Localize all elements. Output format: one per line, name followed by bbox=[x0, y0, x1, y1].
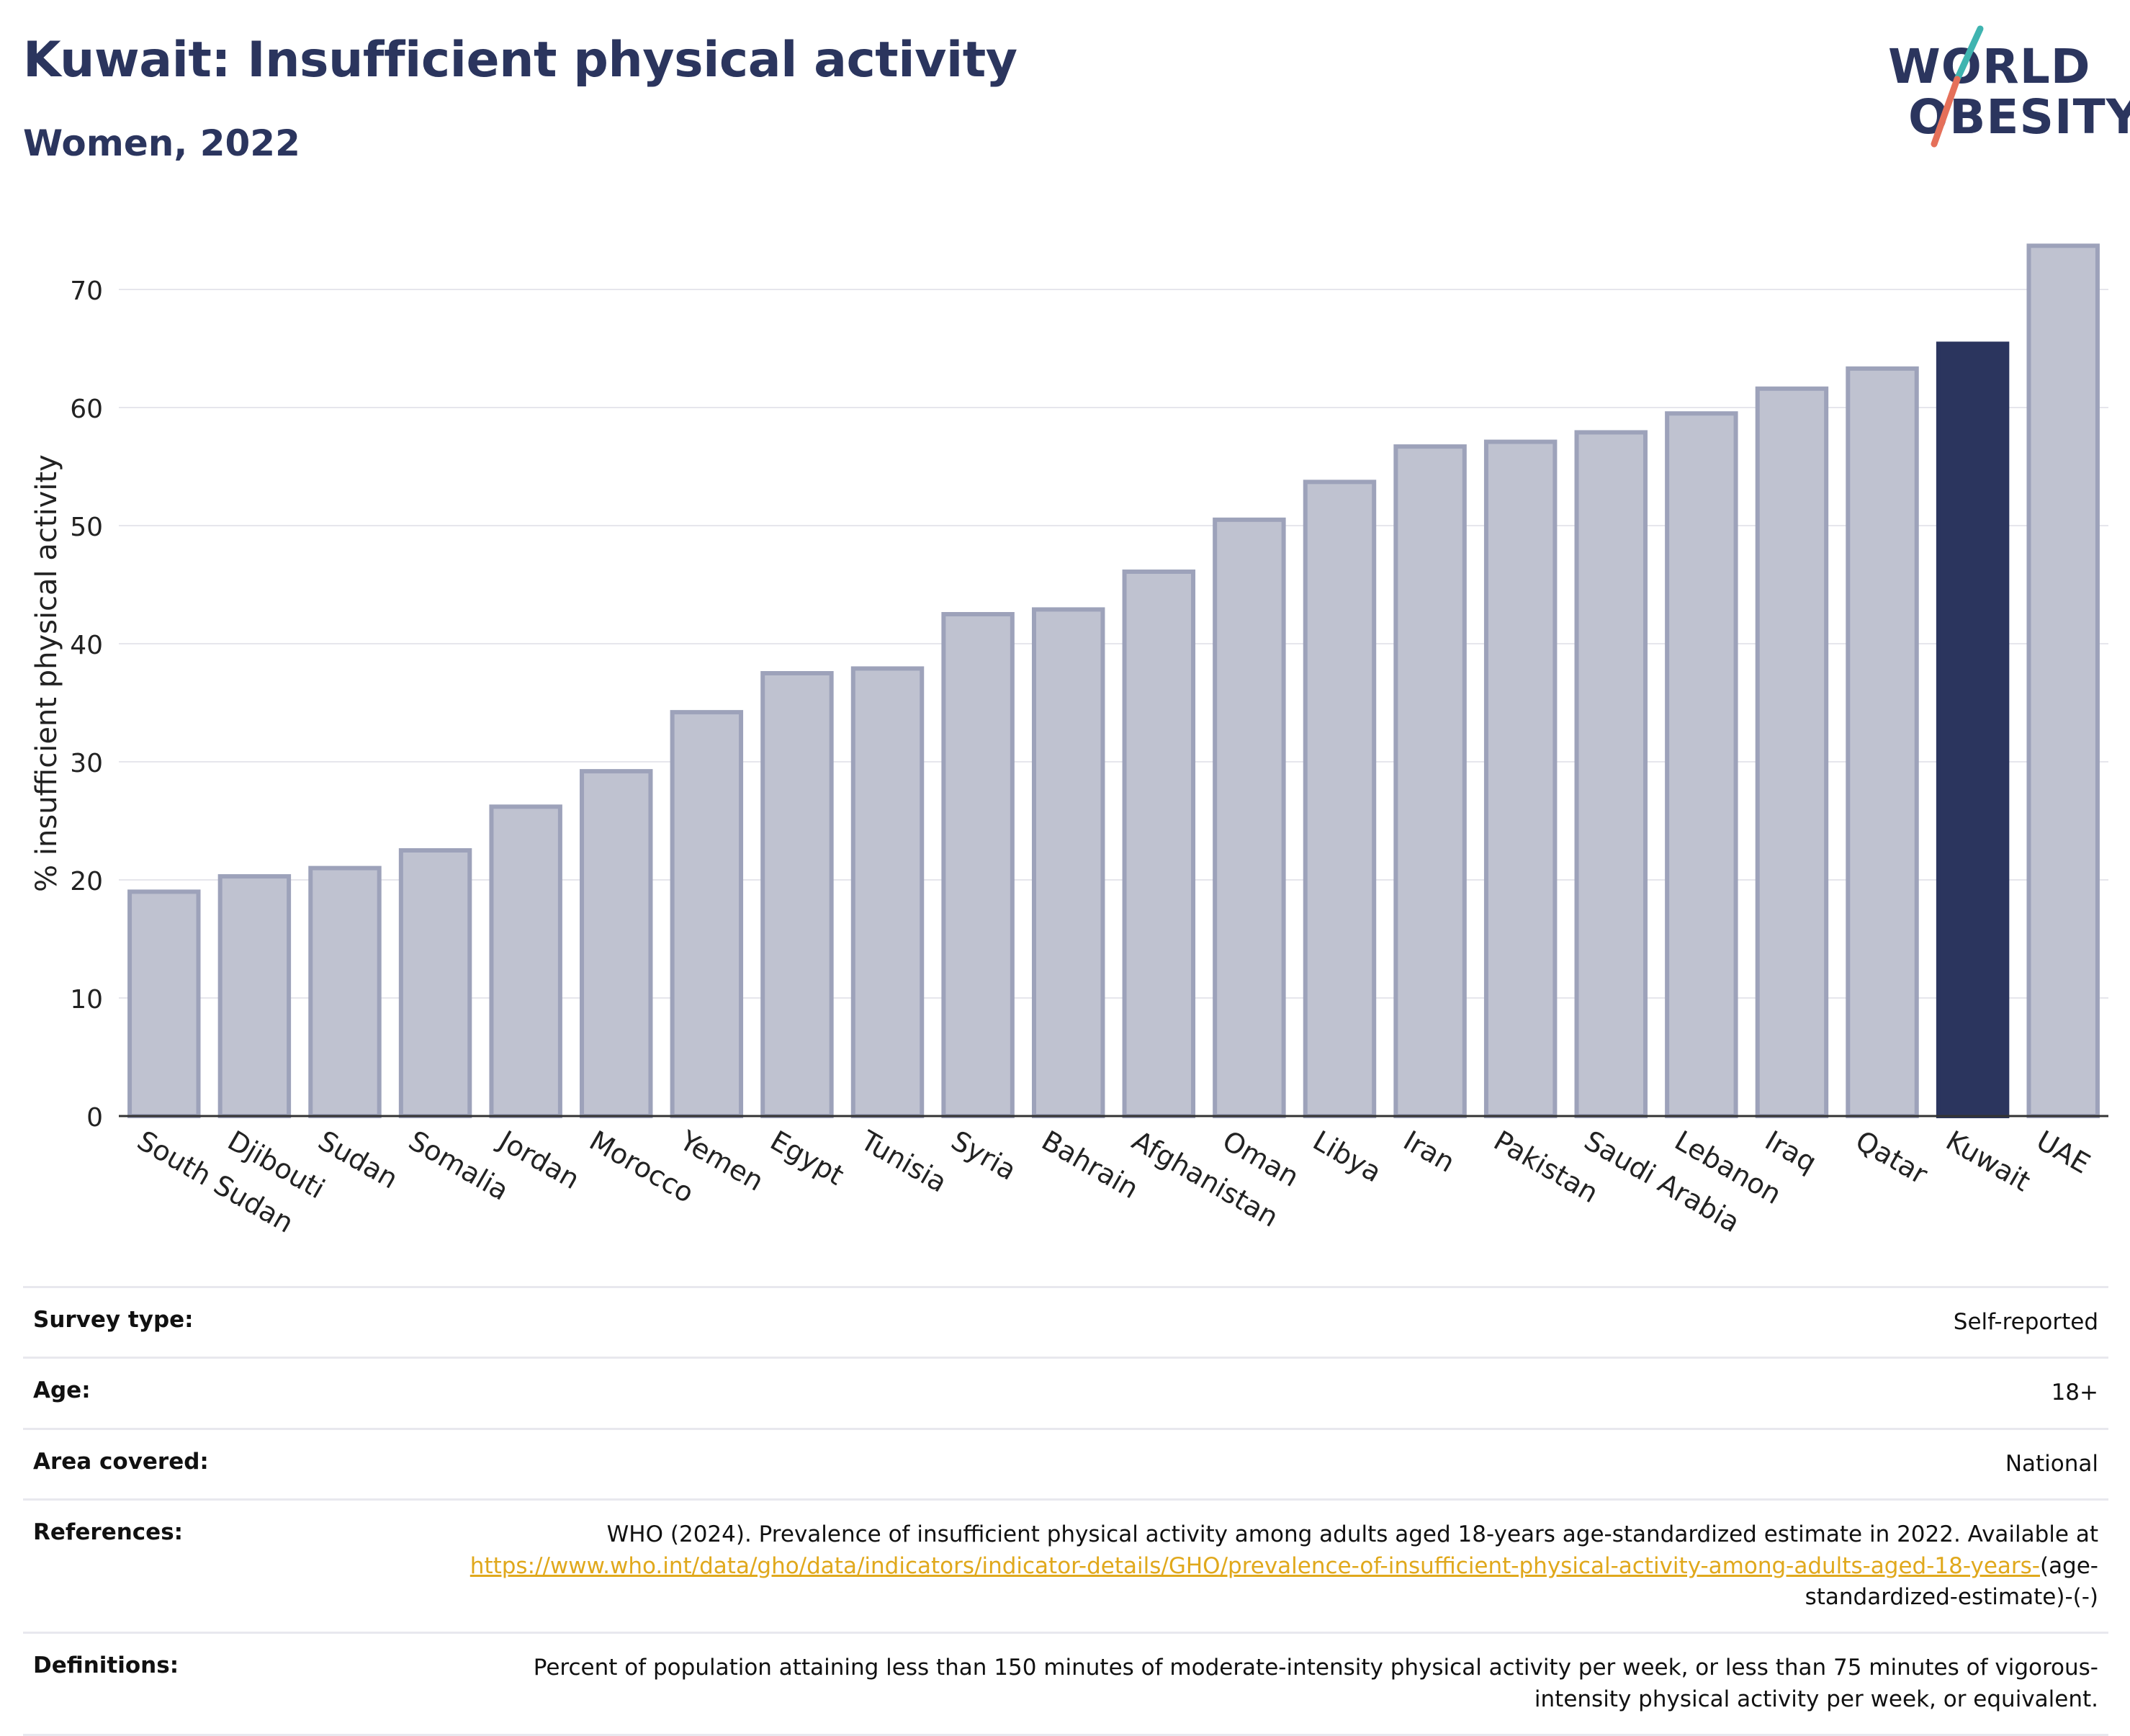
y-tick-label: 10 bbox=[70, 985, 103, 1015]
bar-egypt bbox=[760, 671, 834, 1118]
references-value: WHO (2024). Prevalence of insufficient p… bbox=[442, 1519, 2098, 1613]
bars bbox=[127, 243, 2100, 1119]
area-label: Area covered: bbox=[33, 1448, 209, 1475]
definitions-label: Definitions: bbox=[33, 1652, 179, 1679]
meta-row-survey-type: Survey type: Self-reported bbox=[23, 1288, 2108, 1359]
x-tick-label: Iran bbox=[1398, 1125, 1460, 1179]
bar-oman bbox=[1213, 517, 1286, 1118]
bar-jordan bbox=[489, 804, 562, 1118]
bar-djibouti bbox=[217, 874, 292, 1119]
definitions-value: Percent of population attaining less tha… bbox=[533, 1655, 2098, 1712]
references-label: References: bbox=[33, 1519, 184, 1546]
bar-saudi-arabia bbox=[1574, 430, 1648, 1118]
x-tick-label: Libya bbox=[1308, 1125, 1387, 1189]
x-tick-label: Qatar bbox=[1851, 1125, 1933, 1191]
bar-sudan bbox=[308, 865, 382, 1118]
x-tick-label: Bahrain bbox=[1036, 1125, 1143, 1205]
meta-row-age: Age: 18+ bbox=[23, 1359, 2108, 1430]
x-tick-label: UAE bbox=[2031, 1125, 2095, 1180]
age-value: 18+ bbox=[2051, 1380, 2098, 1406]
y-tick-label: 50 bbox=[70, 513, 103, 542]
x-tick-label: Kuwait bbox=[1941, 1125, 2036, 1198]
page-title: Kuwait: Insufficient physical activity bbox=[23, 32, 1017, 89]
references-suffix: (age-standardized-estimate)-(-) bbox=[1805, 1552, 2098, 1610]
bar-pakistan bbox=[1483, 439, 1558, 1118]
bar-uae bbox=[2026, 243, 2100, 1119]
bar-somalia bbox=[398, 848, 472, 1118]
page-subtitle: Women, 2022 bbox=[23, 122, 300, 164]
y-tick-label: 40 bbox=[70, 631, 103, 660]
bar-syria bbox=[941, 612, 1015, 1118]
y-axis-label: % insufficient physical activity bbox=[30, 454, 63, 892]
logo-line-1: WORLD bbox=[1888, 39, 2091, 94]
x-tick-label: Saudi Arabia bbox=[1579, 1125, 1745, 1239]
metadata-table: Survey type: Self-reported Age: 18+ Area… bbox=[23, 1286, 2108, 1736]
x-tick-label: Tunisia bbox=[855, 1124, 952, 1199]
bar-yemen bbox=[670, 710, 744, 1118]
bar-bahrain bbox=[1031, 607, 1105, 1118]
survey-type-label: Survey type: bbox=[33, 1307, 194, 1333]
references-text: WHO (2024). Prevalence of insufficient p… bbox=[606, 1521, 2098, 1548]
y-tick-label: 30 bbox=[70, 749, 103, 778]
bar-libya bbox=[1303, 480, 1377, 1118]
bar-lebanon bbox=[1665, 411, 1738, 1118]
x-tick-label: South Sudan bbox=[132, 1125, 299, 1239]
bar-tunisia bbox=[850, 666, 925, 1118]
references-link[interactable]: https://www.who.int/data/gho/data/indica… bbox=[469, 1552, 2040, 1579]
bar-iraq bbox=[1755, 386, 1829, 1118]
logo-slash-icon bbox=[1931, 25, 1984, 148]
meta-row-area: Area covered: National bbox=[23, 1430, 2108, 1501]
x-tick-label: Sudan bbox=[313, 1125, 403, 1195]
y-tick-label: 20 bbox=[70, 867, 103, 896]
y-tick-label: 0 bbox=[86, 1103, 103, 1133]
x-tick-label: Egypt bbox=[765, 1125, 849, 1192]
bar-kuwait bbox=[1936, 341, 2010, 1119]
x-tick-label: Somalia bbox=[403, 1125, 514, 1207]
x-tick-label: Iraq bbox=[1760, 1125, 1822, 1179]
area-value: National bbox=[2005, 1450, 2098, 1477]
meta-row-definitions: Definitions: Percent of population attai… bbox=[23, 1634, 2108, 1736]
age-label: Age: bbox=[33, 1377, 91, 1404]
world-obesity-logo: WORLD OBESITY bbox=[1872, 22, 2130, 151]
meta-row-references: References: WHO (2024). Prevalence of in… bbox=[23, 1501, 2108, 1634]
x-tick-label: Syria bbox=[946, 1125, 1022, 1187]
bar-afghanistan bbox=[1122, 569, 1196, 1118]
y-tick-label: 60 bbox=[70, 395, 103, 424]
y-tick-label: 70 bbox=[70, 276, 103, 306]
bar-morocco bbox=[580, 769, 653, 1118]
bar-iran bbox=[1393, 444, 1467, 1118]
survey-type-value: Self-reported bbox=[1953, 1309, 2098, 1335]
bar-qatar bbox=[1846, 366, 1919, 1118]
x-tick-label: Morocco bbox=[584, 1125, 699, 1210]
x-tick-label: Pakistan bbox=[1488, 1125, 1604, 1210]
bar-south-sudan bbox=[127, 889, 201, 1119]
